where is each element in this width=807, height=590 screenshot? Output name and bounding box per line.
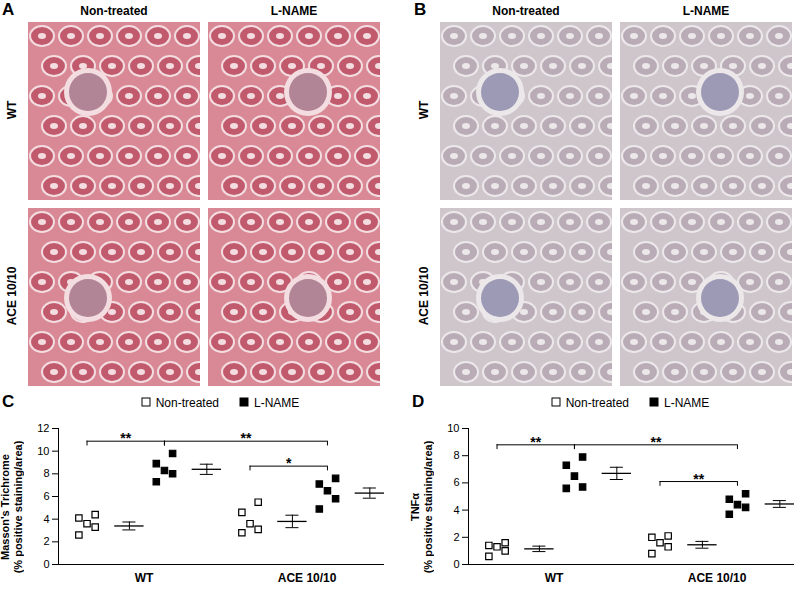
svg-text:6: 6 [43, 490, 49, 502]
svg-text:ACE 10/10: ACE 10/10 [688, 571, 747, 585]
svg-text:10: 10 [37, 445, 49, 457]
html-text:TNFα (% positive staining/area: TNFα (% positive staining/area) [409, 440, 434, 574]
html-text:B: B [414, 0, 427, 19]
html-text:L-NAME: L-NAME [664, 396, 710, 410]
svg-text:0: 0 [453, 558, 459, 570]
html-text:ACE 10/10: ACE 10/10 [5, 266, 19, 326]
html-text:WT: WT [5, 100, 19, 120]
html-text:L-NAME: L-NAME [270, 4, 318, 18]
html-text:L-NAME: L-NAME [254, 396, 300, 410]
svg-text:**: ** [240, 430, 251, 446]
svg-text:8: 8 [43, 467, 49, 479]
svg-text:**: ** [650, 434, 661, 450]
html-text:Non-treated: Non-treated [565, 396, 629, 410]
svg-text:4: 4 [43, 513, 49, 525]
svg-text:2: 2 [453, 531, 459, 543]
svg-text:*: * [286, 455, 292, 471]
svg-text:WT: WT [135, 571, 154, 585]
html-text:WT: WT [417, 100, 431, 120]
svg-text:2: 2 [43, 535, 49, 547]
svg-text:10: 10 [447, 422, 459, 434]
svg-text:**: ** [693, 471, 704, 487]
svg-text:8: 8 [453, 449, 459, 461]
html-text:L-NAME: L-NAME [682, 4, 730, 18]
svg-text:4: 4 [453, 504, 459, 516]
html-text:Masson's Trichrome (% positive: Masson's Trichrome (% positive staining/… [0, 440, 24, 574]
html-text:Non-treated: Non-treated [492, 4, 560, 18]
svg-text:**: ** [530, 434, 541, 450]
html-text:Non-treated: Non-treated [80, 4, 148, 18]
svg-text:0: 0 [43, 558, 49, 570]
svg-text:ACE 10/10: ACE 10/10 [278, 571, 337, 585]
svg-text:12: 12 [37, 422, 49, 434]
html-text:D: D [412, 392, 425, 411]
svg-text:**: ** [120, 430, 131, 446]
html-text:C: C [2, 392, 15, 411]
svg-text:WT: WT [545, 571, 564, 585]
html-text:ACE 10/10: ACE 10/10 [417, 266, 431, 326]
html-text:A: A [2, 0, 15, 19]
svg-text:6: 6 [453, 476, 459, 488]
html-text:Non-treated: Non-treated [155, 396, 219, 410]
